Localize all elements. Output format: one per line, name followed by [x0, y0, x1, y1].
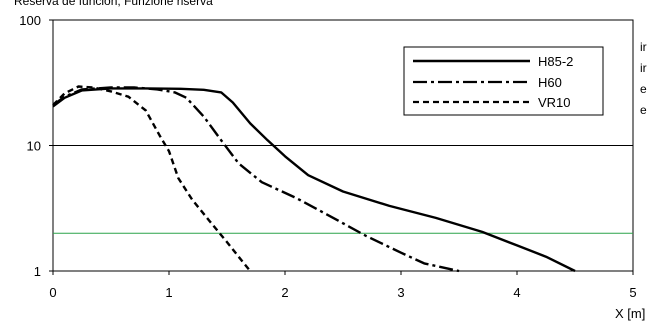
chart-title: Reserva de función, Funzione riserva [14, 0, 213, 8]
y-tick-label: 10 [27, 139, 41, 154]
x-axis-label: X [m] [615, 306, 645, 321]
side-text-line: ir [640, 61, 647, 75]
side-text-line: e [640, 82, 647, 96]
y-tick-label: 1 [34, 264, 41, 279]
legend-label-h85-2: H85-2 [538, 54, 573, 69]
x-tick-label: 5 [629, 285, 636, 300]
side-text: ir ir e e [640, 40, 647, 117]
x-tick-label: 3 [397, 285, 404, 300]
series-line-h60 [52, 86, 460, 273]
side-text-line: e [640, 103, 647, 117]
x-axis: 0 1 2 3 4 5 [49, 271, 637, 300]
x-tick-label: 0 [49, 285, 56, 300]
legend: H85-2 H60 VR10 [403, 46, 604, 116]
y-tick-label: 100 [19, 13, 41, 28]
x-tick-label: 2 [281, 285, 288, 300]
legend-label-vr10: VR10 [538, 95, 571, 110]
y-axis: 1 10 100 [19, 13, 53, 279]
reference-lines [53, 145, 633, 234]
x-tick-label: 1 [165, 285, 172, 300]
x-tick-label: 4 [513, 285, 520, 300]
legend-box [403, 46, 604, 116]
series-layer [52, 85, 576, 273]
series-line-h85-2 [52, 87, 576, 273]
side-text-line: ir [640, 40, 647, 54]
series-line-vr10 [52, 85, 252, 272]
legend-label-h60: H60 [538, 75, 562, 90]
